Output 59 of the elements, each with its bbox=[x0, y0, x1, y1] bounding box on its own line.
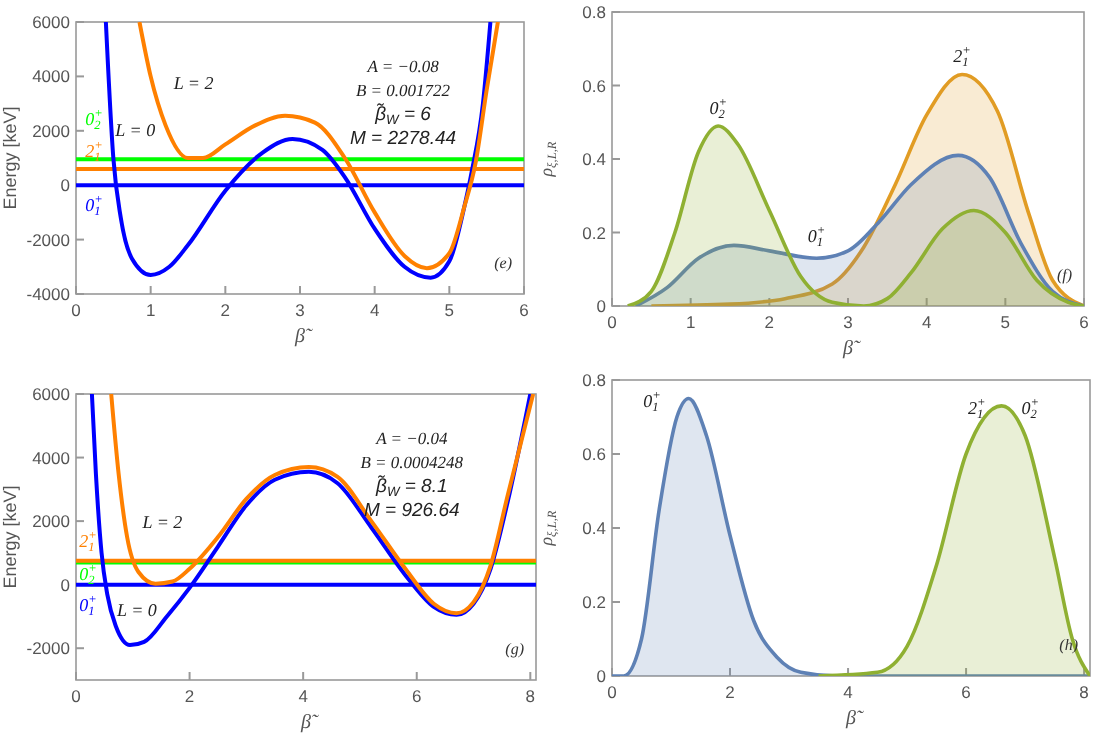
annotation: B = 0.0004248 bbox=[360, 452, 465, 472]
x-tick-label: 4 bbox=[843, 682, 854, 702]
x-tick-label: 8 bbox=[525, 686, 536, 706]
annotation: M = 926.64 bbox=[364, 500, 460, 522]
y-tick-label: -2000 bbox=[26, 638, 71, 659]
x-tick-label: 6 bbox=[412, 686, 423, 706]
y-tick-label: 0.4 bbox=[582, 149, 607, 169]
x-tick-label: 2 bbox=[220, 300, 231, 320]
x-tick-label: 3 bbox=[295, 300, 306, 320]
x-axis-title: β̃ bbox=[844, 708, 864, 730]
y-tick-label: 0 bbox=[596, 666, 607, 686]
x-tick-label: 6 bbox=[961, 682, 972, 702]
y-tick-label: 2000 bbox=[32, 120, 71, 141]
x-tick-label: 2 bbox=[764, 312, 775, 332]
y-tick-label: 0.6 bbox=[582, 75, 607, 96]
series-label: L = 0 bbox=[113, 120, 157, 140]
y-tick-label: 0.8 bbox=[582, 370, 607, 390]
x-tick-label: 4 bbox=[369, 300, 380, 320]
x-tick-label: 1 bbox=[685, 312, 696, 332]
x-tick-label: 1 bbox=[145, 300, 156, 320]
y-tick-label: 0.2 bbox=[582, 592, 607, 612]
x-tick-label: 8 bbox=[1079, 682, 1090, 702]
y-tick-label: 0 bbox=[60, 574, 71, 595]
x-axis-title: β̃ bbox=[841, 338, 861, 360]
annotation: (e) bbox=[494, 254, 513, 272]
x-axis-title: β̃ bbox=[299, 712, 319, 734]
y-tick-label: 0.4 bbox=[582, 518, 607, 538]
y-tick-label: 4000 bbox=[32, 447, 71, 468]
annotation: (f) bbox=[1056, 266, 1073, 284]
series-label: L = 0 bbox=[115, 600, 158, 621]
x-tick-label: 6 bbox=[519, 300, 530, 320]
y-tick-label: 0.2 bbox=[582, 222, 607, 243]
y-tick-label: 4000 bbox=[32, 66, 71, 87]
y-tick-label: 6000 bbox=[32, 384, 71, 404]
y-tick-label: -4000 bbox=[26, 284, 71, 304]
x-tick-label: 2 bbox=[184, 686, 195, 706]
y-axis-title: Energy [keV] bbox=[0, 106, 20, 210]
annotation: (g) bbox=[505, 640, 525, 658]
x-tick-label: 4 bbox=[298, 686, 309, 706]
x-tick-label: 5 bbox=[444, 300, 455, 320]
y-tick-label: -2000 bbox=[26, 229, 71, 250]
x-tick-label: 6 bbox=[1079, 312, 1090, 332]
annotation: A = −0.08 bbox=[365, 56, 441, 76]
y-axis-title: Energy [keV] bbox=[0, 485, 20, 589]
annotation: M = 2278.44 bbox=[349, 128, 457, 150]
x-tick-label: 4 bbox=[921, 312, 932, 332]
x-axis-title: β̃ bbox=[293, 326, 313, 348]
annotation: A = −0.04 bbox=[374, 428, 449, 448]
x-tick-label: 2 bbox=[725, 682, 736, 702]
y-tick-label: 0 bbox=[60, 175, 71, 196]
x-tick-label: 5 bbox=[1000, 312, 1011, 332]
annotation: B = 0.001722 bbox=[355, 80, 452, 100]
series-label: L = 2 bbox=[140, 511, 184, 532]
y-tick-label: 0.8 bbox=[582, 2, 607, 22]
y-tick-label: 0.6 bbox=[582, 444, 607, 464]
x-tick-label: 3 bbox=[843, 312, 854, 332]
y-tick-label: 2000 bbox=[32, 511, 71, 532]
series-label: L = 2 bbox=[171, 73, 215, 94]
y-tick-label: 6000 bbox=[32, 12, 71, 32]
